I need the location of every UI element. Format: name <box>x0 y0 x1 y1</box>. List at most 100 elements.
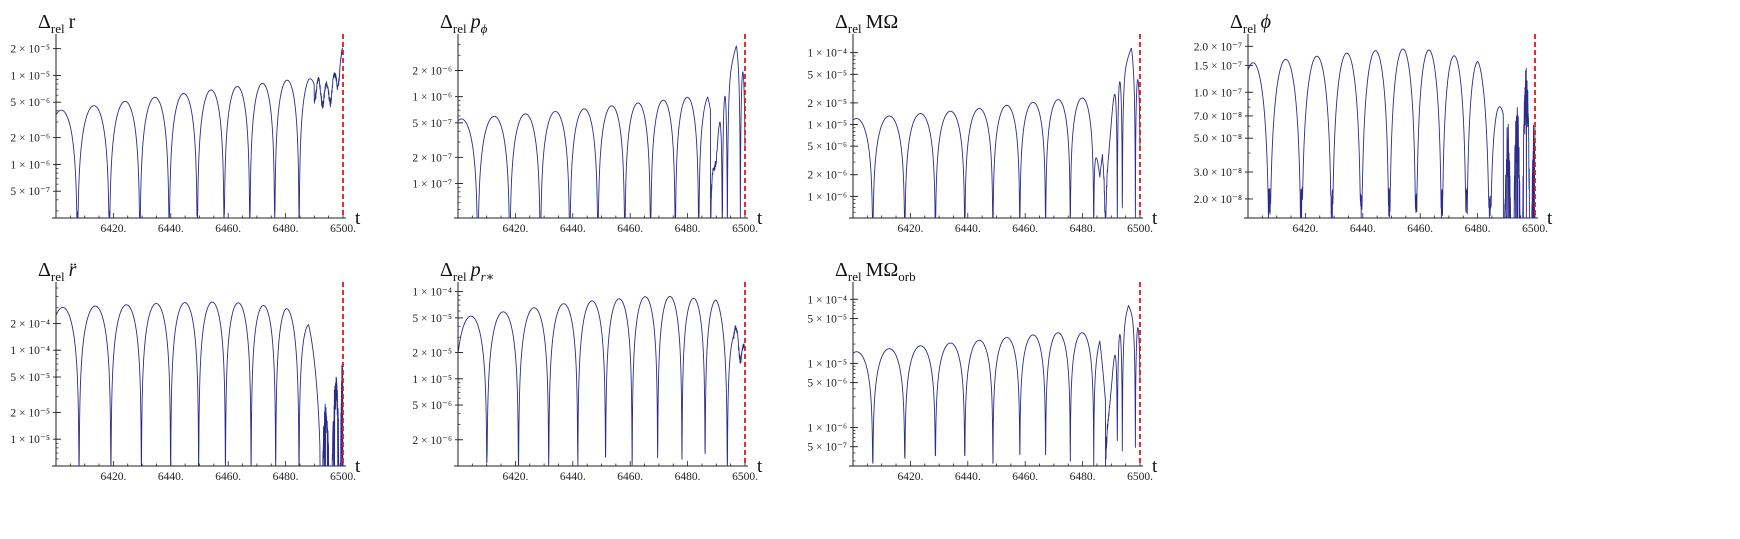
y-tick-label: 5 × 10⁻⁷ <box>10 186 50 198</box>
series-line <box>852 47 1141 219</box>
x-tick-label: 6480. <box>1070 471 1096 483</box>
y-tick-label: 7.0 × 10⁻⁸ <box>1194 111 1242 123</box>
y-tick-label: 2 × 10⁻⁵ <box>412 348 452 360</box>
y-tick-label: 1 × 10⁻⁵ <box>412 374 452 386</box>
x-tick-label: 6440. <box>955 223 981 235</box>
x-tick-label: 6440. <box>560 223 586 235</box>
x-tick-label: 6500. <box>732 223 758 235</box>
x-tick-label: 6420. <box>897 471 923 483</box>
x-axis-label: t <box>1152 456 1158 477</box>
y-tick-label: 1 × 10⁻⁶ <box>807 191 847 203</box>
x-tick-label: 6420. <box>1292 223 1318 235</box>
title-delta-symbol: Δ <box>38 259 51 281</box>
title-variable: ϕ <box>1261 11 1271 33</box>
y-tick-label: 5 × 10⁻⁷ <box>807 442 847 454</box>
x-tick-label: 6460. <box>617 223 643 235</box>
x-tick-label: 6480. <box>273 471 299 483</box>
x-tick-label: 6480. <box>675 471 701 483</box>
chart-panel-delta-m-omega-orb: Δrel MΩorb 6420. 6440. 6460. 6480. 6500. t 5 × 1… <box>807 259 1158 483</box>
title-delta-symbol: Δ <box>835 11 848 33</box>
x-tick-label: 6460. <box>1407 223 1433 235</box>
y-tick-label: 5 × 10⁻⁵ <box>807 69 847 81</box>
title-delta-symbol: Δ <box>440 259 453 281</box>
x-tick-label: 6420. <box>897 223 923 235</box>
y-tick-label: 5 × 10⁻⁵ <box>10 372 50 384</box>
y-tick-label: 5 × 10⁻⁶ <box>412 400 452 412</box>
y-tick-label: 2 × 10⁻⁵ <box>10 407 50 419</box>
y-tick-label: 5.0 × 10⁻⁸ <box>1194 133 1242 145</box>
x-tick-label: 6480. <box>273 223 299 235</box>
series-line <box>457 296 746 467</box>
x-axis-label: t <box>355 456 361 477</box>
title-variable-subscript: orb <box>898 269 915 284</box>
y-tick-label: 2 × 10⁻⁶ <box>807 170 847 182</box>
title-variable: MΩ <box>866 11 899 33</box>
y-tick-label: 1 × 10⁻⁵ <box>10 70 50 82</box>
chart-panel-delta-r-ddot: Δrel r̈ 6420. 6440. 6460. 6480. 6500. t 1 × 10⁻⁵… <box>10 259 361 483</box>
y-tick-label: 1 × 10⁻⁴ <box>412 287 452 299</box>
x-tick-label: 6480. <box>1465 223 1491 235</box>
y-tick-label: 3.0 × 10⁻⁸ <box>1194 167 1242 179</box>
x-tick-label: 6500. <box>1127 223 1153 235</box>
chart-panel-delta-r: Δrel r 6420. 6440. 6460. 6480. 6500. t 5 × 10⁻⁷ 1… <box>10 11 361 235</box>
y-tick-label: 2 × 10⁻⁵ <box>10 44 50 56</box>
title-delta-symbol: Δ <box>835 259 848 281</box>
y-tick-label: 1 × 10⁻⁶ <box>807 422 847 434</box>
x-tick-label: 6460. <box>1012 471 1038 483</box>
x-axis-label: t <box>1547 208 1553 229</box>
x-tick-label: 6500. <box>330 471 356 483</box>
chart-panel-delta-phi: Δrel ϕ 6420. 6440. 6460. 6480. 6500. t 2.0 × 10⁻… <box>1194 11 1553 235</box>
y-tick-label: 2.0 × 10⁻⁸ <box>1194 194 1242 206</box>
y-tick-label: 1.5 × 10⁻⁷ <box>1194 60 1242 72</box>
x-tick-label: 6420. <box>100 223 126 235</box>
y-tick-label: 1 × 10⁻⁵ <box>10 434 50 446</box>
x-tick-label: 6440. <box>1350 223 1376 235</box>
y-tick-label: 2 × 10⁻⁷ <box>412 152 452 164</box>
x-tick-label: 6500. <box>1127 471 1153 483</box>
y-tick-label: 5 × 10⁻⁵ <box>412 313 452 325</box>
y-tick-label: 2 × 10⁻⁶ <box>412 435 452 447</box>
y-tick-label: 5 × 10⁻⁷ <box>412 118 452 130</box>
x-axis-label: t <box>355 208 361 229</box>
x-tick-label: 6440. <box>158 471 184 483</box>
y-tick-label: 5 × 10⁻⁶ <box>807 378 847 390</box>
x-tick-label: 6500. <box>732 471 758 483</box>
x-tick-label: 6460. <box>617 471 643 483</box>
x-axis-label: t <box>757 208 763 229</box>
chart-panel-delta-m-omega: Δrel MΩ 6420. 6440. 6460. 6480. 6500. t 1 × 10⁻⁶… <box>807 11 1158 235</box>
title-variable: p <box>469 259 481 281</box>
title-rel-subscript: rel <box>848 21 862 36</box>
x-tick-label: 6500. <box>330 223 356 235</box>
x-tick-label: 6480. <box>675 223 701 235</box>
x-tick-label: 6460. <box>215 471 241 483</box>
x-tick-label: 6440. <box>955 471 981 483</box>
series-line <box>457 45 746 219</box>
title-delta-symbol: Δ <box>38 11 51 33</box>
title-delta-symbol: Δ <box>440 11 453 33</box>
x-tick-label: 6420. <box>502 223 528 235</box>
title-rel-subscript: rel <box>453 21 467 36</box>
y-tick-label: 1 × 10⁻⁶ <box>10 159 50 171</box>
x-tick-label: 6500. <box>1522 223 1548 235</box>
y-tick-label: 1 × 10⁻⁴ <box>807 294 847 306</box>
x-tick-label: 6440. <box>560 471 586 483</box>
title-rel-subscript: rel <box>51 269 65 284</box>
title-variable: r <box>69 11 76 33</box>
chart-title: Δrel MΩorb <box>835 259 916 284</box>
title-variable-subscript: ϕ <box>481 21 488 36</box>
chart-panel-delta-p-phi: Δrel pϕ 6420. 6440. 6460. 6480. 6500. t 1 × 10⁻⁷… <box>412 11 763 235</box>
title-delta-symbol: Δ <box>1230 11 1243 33</box>
y-tick-label: 1 × 10⁻⁶ <box>412 92 452 104</box>
chart-title: Δrel r <box>38 11 76 36</box>
title-variable: r̈ <box>69 259 77 281</box>
y-tick-label: 2 × 10⁻⁴ <box>10 318 50 330</box>
title-rel-subscript: rel <box>1243 21 1257 36</box>
series-line <box>852 305 1141 467</box>
chart-title: Δrel ϕ <box>1230 11 1271 36</box>
y-tick-label: 2.0 × 10⁻⁷ <box>1194 41 1242 53</box>
chart-title: Δrel MΩ <box>835 11 898 36</box>
y-tick-label: 2 × 10⁻⁵ <box>807 98 847 110</box>
x-tick-label: 6460. <box>215 223 241 235</box>
chart-title: Δrel pr∗ <box>440 259 495 284</box>
